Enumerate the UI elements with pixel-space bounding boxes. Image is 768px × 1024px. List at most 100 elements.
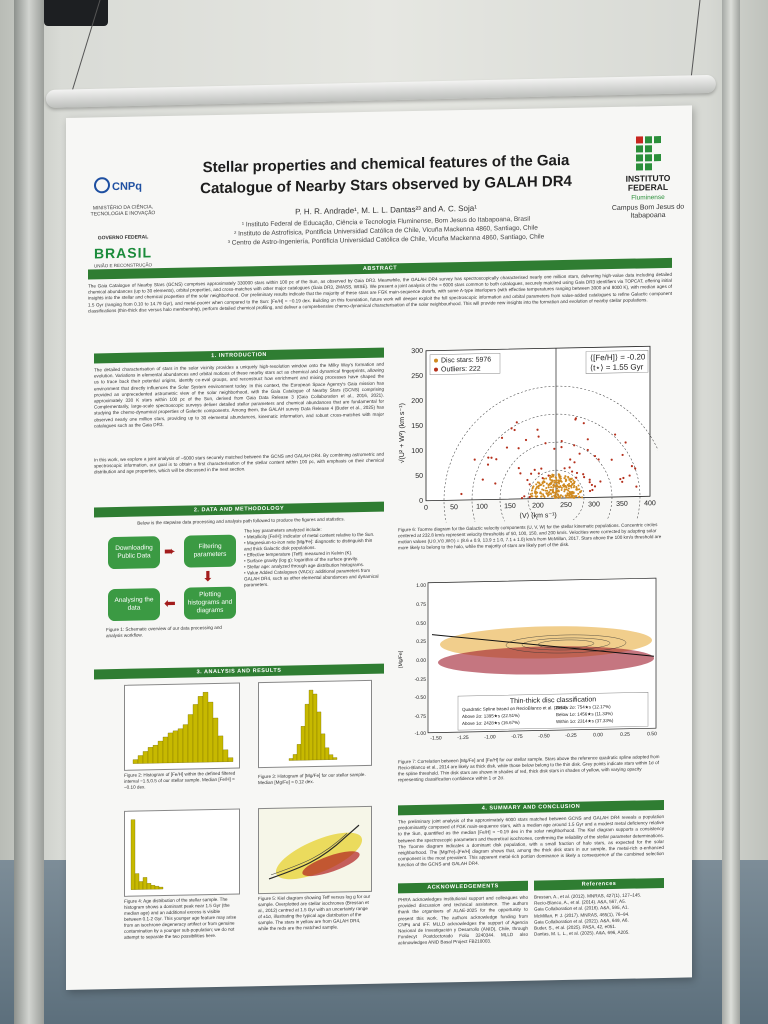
- disc-star-point: [578, 495, 581, 498]
- svg-text:50: 50: [450, 504, 458, 511]
- disc-star-point: [568, 482, 571, 485]
- disc-star-point: [551, 489, 554, 492]
- disc-star-point: [535, 483, 538, 486]
- svg-text:50: 50: [415, 473, 423, 480]
- disc-star-point: [536, 485, 539, 488]
- outlier-star-point: [520, 496, 524, 500]
- disc-star-point: [550, 475, 553, 478]
- disc-star-point: [556, 493, 559, 496]
- outlier-star-point: [622, 476, 625, 480]
- outlier-star-point: [473, 458, 476, 461]
- disc-star-point: [551, 495, 553, 498]
- outlier-star-point: [621, 453, 624, 457]
- disc-star-point: [570, 485, 572, 488]
- disc-star-point: [559, 496, 561, 499]
- outlier-star-point: [528, 483, 531, 486]
- disc-star-point: [574, 495, 577, 498]
- svg-text:Quadratic Spline based on Reci: Quadratic Spline based on RecioBlanco et…: [462, 705, 567, 712]
- flow-plot: Plotting histograms and diagrams: [184, 586, 236, 620]
- svg-text:0.25: 0.25: [416, 639, 426, 645]
- fig4-caption: Figure 4: Age distribution of the stella…: [124, 896, 237, 940]
- fig7-legend: Thin-thick disc classification Quadratic…: [457, 692, 649, 731]
- disc-star-point: [555, 479, 558, 482]
- outlier-star-point: [624, 441, 627, 444]
- ack-text: PHRA acknowledges institutional support …: [398, 894, 528, 946]
- feh-histogram-plot: [132, 691, 234, 764]
- outlier-star-point: [505, 446, 509, 449]
- fig1-caption: Figure 1: Schematic overview of our data…: [106, 624, 222, 639]
- disc-star-point: [556, 485, 559, 488]
- outlier-star-point: [583, 475, 586, 479]
- svg-text:0.00: 0.00: [416, 658, 426, 664]
- outlier-star-point: [563, 467, 566, 470]
- disc-star-point: [545, 477, 548, 480]
- svg-text:1.00: 1.00: [416, 583, 426, 589]
- analysis-header: 3. ANALYSIS AND RESULTS: [94, 663, 384, 680]
- outlier-star-point: [597, 458, 600, 461]
- arrow-right-icon: ➨: [164, 542, 176, 560]
- svg-text:100: 100: [411, 448, 423, 455]
- disc-star-point: [564, 484, 567, 487]
- disc-star-point: [547, 491, 550, 494]
- outlier-star-point: [530, 472, 533, 475]
- campus-name: Campus Bom Jesus do Itabapoana: [611, 203, 685, 220]
- svg-text:Above 2σ: 1395★s (22.51%): Above 2σ: 1395★s (22.51%): [462, 713, 520, 719]
- annot-feh: ⟨[Fe/H]⟩ = -0.20: [590, 352, 646, 362]
- outlier-star-point: [582, 473, 585, 476]
- outlier-star-point: [593, 454, 597, 458]
- disc-star-point: [544, 489, 547, 492]
- disc-star-point: [564, 494, 567, 497]
- svg-text:350: 350: [616, 501, 628, 508]
- disc-star-point: [542, 489, 545, 492]
- disc-star-point: [571, 482, 574, 485]
- intro-header: 1. INTRODUCTION: [94, 347, 384, 364]
- outlier-star-point: [588, 481, 591, 484]
- intro-text: The detailed characterisation of stars i…: [94, 361, 384, 429]
- svg-text:0.00: 0.00: [593, 732, 603, 738]
- legend-disc: Disc stars: 5976: [441, 356, 491, 364]
- outlier-star-point: [591, 488, 594, 492]
- disc-star-point: [579, 491, 582, 494]
- disc-star-point: [567, 487, 570, 490]
- disc-star-point: [556, 496, 559, 499]
- outlier-star-point: [524, 438, 528, 442]
- annot-age: ⟨t⋆⟩ = 1.55 Gyr: [590, 362, 644, 372]
- outlier-star-point: [628, 474, 631, 477]
- ceiling-fixture: [44, 0, 108, 26]
- disc-star-point: [550, 486, 553, 489]
- outlier-star-point: [495, 458, 498, 461]
- svg-text:300: 300: [411, 348, 423, 355]
- disc-star-point: [568, 494, 571, 497]
- outlier-star-point: [537, 472, 540, 475]
- outlier-star-point: [460, 492, 463, 496]
- disc-star-point: [570, 477, 573, 480]
- disc-star-point: [529, 493, 532, 496]
- disc-star-point: [557, 473, 560, 476]
- governo-text: GOVERNO FEDERAL: [97, 234, 149, 242]
- outlier-star-point: [619, 477, 622, 481]
- outlier-star-point: [553, 447, 556, 450]
- disc-star-point: [542, 494, 545, 497]
- svg-text:0.50: 0.50: [416, 621, 426, 627]
- svg-text:Above 1σ: 2428★s (16.67%): Above 1σ: 2428★s (16.67%): [462, 720, 520, 726]
- outlier-star-point: [500, 436, 504, 439]
- disc-star-point: [549, 476, 551, 479]
- fig3-caption: Figure 3: Histogram of [Mg/Fe] for our s…: [258, 771, 366, 786]
- outlier-star-point: [574, 417, 577, 420]
- disc-star-point: [554, 476, 557, 479]
- flow-download: Downloading Public Data: [108, 536, 160, 570]
- toomre-ylabel: √(U² + W²) (km s⁻¹): [398, 403, 406, 463]
- disc-star-point: [567, 485, 570, 488]
- outlier-star-point: [560, 446, 563, 449]
- disc-star-point: [563, 483, 565, 486]
- ministerio-text: MINISTÉRIO DA CIÊNCIA, TECNOLOGIA E INOV…: [90, 204, 156, 218]
- summary-header: 4. SUMMARY AND CONCLUSION: [398, 799, 664, 816]
- toomre-xlabel: ⟨V⟩ (km s⁻¹): [519, 511, 557, 520]
- data-header: 2. DATA AND METHODOLOGY: [94, 501, 384, 518]
- svg-text:Thin-thick disc classification: Thin-thick disc classification: [510, 696, 596, 705]
- abstract-text: The Gaia Catalogue of Nearby Stars (GCNS…: [88, 271, 672, 314]
- brasil-logo: BRASIL: [93, 244, 153, 262]
- if-name: INSTITUTO FEDERAL: [625, 172, 671, 193]
- svg-text:-1.00: -1.00: [484, 734, 496, 740]
- disc-star-point: [531, 492, 534, 495]
